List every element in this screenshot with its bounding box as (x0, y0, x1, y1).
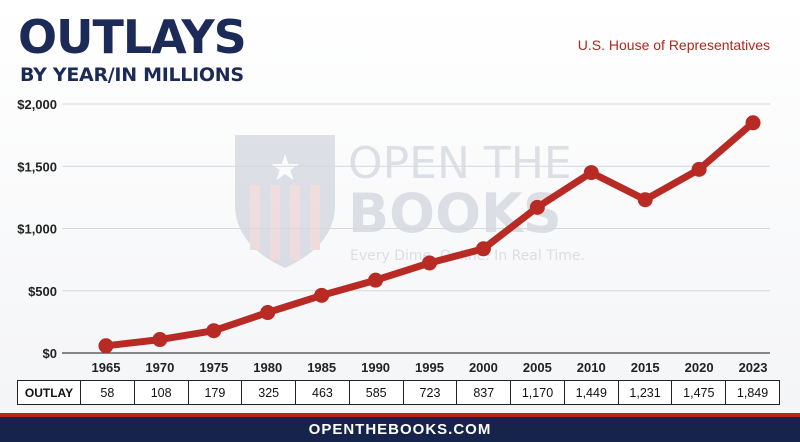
y-axis: $0 $500 $1,000 $1,500 $2,000 (17, 97, 57, 361)
data-point (422, 255, 437, 271)
y-tick-label: $500 (28, 284, 57, 299)
data-point (637, 192, 653, 208)
page-title: OUTLAYS (18, 10, 247, 64)
data-point (368, 272, 384, 288)
x-tick-label: 1975 (199, 360, 228, 375)
x-tick-label: 2010 (577, 360, 606, 375)
table-cell: 1,231 (619, 381, 673, 404)
table-row-label: OUTLAY (18, 381, 81, 404)
data-point (583, 165, 599, 181)
outlay-table: OUTLAY 58 108 179 325 463 585 723 837 1,… (17, 380, 780, 405)
table-cell: 1,170 (511, 381, 565, 404)
x-tick-label: 2005 (523, 360, 552, 375)
gridlines (62, 103, 770, 354)
source-label: U.S. House of Representatives (577, 37, 770, 53)
data-point (98, 338, 114, 354)
svg-text:★: ★ (269, 148, 301, 189)
data-point (745, 115, 761, 131)
x-tick-label: 1990 (361, 360, 390, 375)
page-subtitle: BY YEAR/IN MILLIONS (20, 64, 244, 86)
data-point (206, 323, 222, 339)
data-point (152, 332, 168, 348)
table-cell: 58 (81, 381, 135, 404)
x-tick-label: 1970 (145, 360, 174, 375)
data-point (475, 241, 491, 257)
data-point (314, 287, 330, 303)
x-tick-label: 1995 (415, 360, 444, 375)
outlays-line-chart: ★ OPEN THE BOOKS Every Dime. Online. In … (17, 97, 770, 375)
data-point (529, 199, 545, 215)
data-points (98, 115, 761, 354)
watermark: ★ OPEN THE BOOKS Every Dime. Online. In … (235, 135, 585, 268)
footer-site-link[interactable]: OPENTHEBOOKS.COM (308, 421, 492, 438)
data-point (260, 305, 276, 321)
x-tick-label: 1985 (307, 360, 336, 375)
table-cell: 108 (135, 381, 189, 404)
shield-star-logo: ★ (235, 135, 335, 268)
y-tick-label: $1,000 (17, 222, 57, 237)
table-cell: 179 (189, 381, 243, 404)
y-tick-label: $0 (43, 346, 57, 361)
x-axis: 1965 1970 1975 1980 1985 1990 1995 2000 2005 2010… (92, 360, 768, 375)
x-tick-label: 2020 (685, 360, 714, 375)
table-cell: 585 (350, 381, 404, 404)
y-tick-label: $2,000 (17, 97, 57, 112)
x-tick-label: 2015 (631, 360, 660, 375)
x-tick-label: 1980 (253, 360, 282, 375)
table-cell: 723 (404, 381, 458, 404)
data-point (691, 161, 707, 177)
y-tick-label: $1,500 (17, 159, 57, 174)
table-cell: 837 (457, 381, 512, 404)
x-tick-label: 1965 (92, 360, 121, 375)
table-cell: 1,449 (565, 381, 619, 404)
x-tick-label: 2000 (469, 360, 498, 375)
table-cell: 325 (242, 381, 297, 404)
table-cell: 1,475 (672, 381, 727, 404)
table-cell: 1,849 (736, 385, 769, 400)
watermark-line1: OPEN THE (348, 138, 572, 189)
footer-bar: OPENTHEBOOKS.COM (0, 413, 800, 442)
x-tick-label: 2023 (739, 360, 768, 375)
table-cell: 463 (296, 381, 350, 404)
